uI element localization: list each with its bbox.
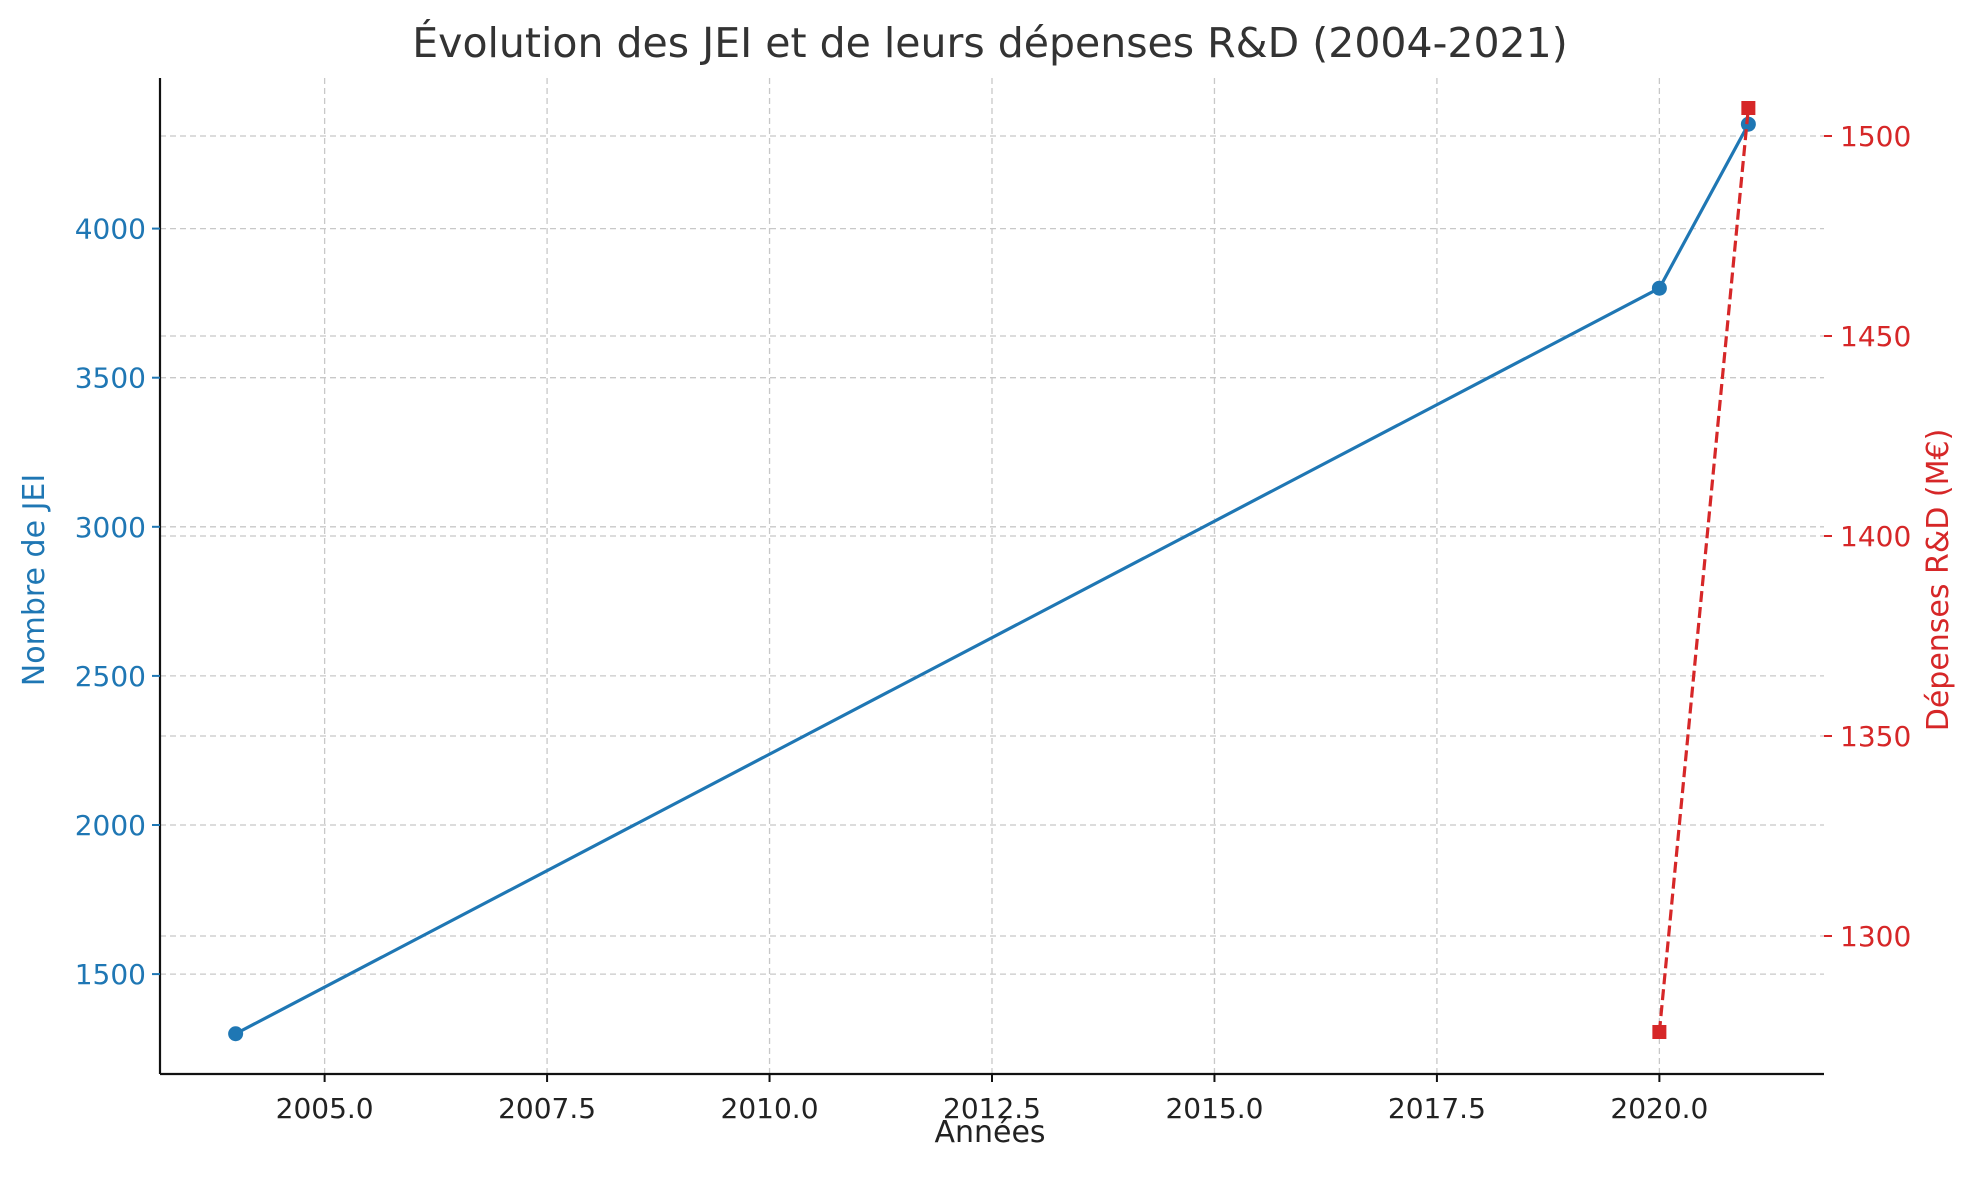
chart-title: Évolution des JEI et de leurs dépenses R… <box>412 19 1567 67</box>
series-1-point <box>1741 101 1756 115</box>
ticks-layer: 2005.0 2007.5 2010.0 2012.5 2015.0 2017.5 2020… <box>75 120 1912 1125</box>
x-tick-label: 2012.5 <box>943 1092 1041 1125</box>
series-layer <box>228 101 1756 1042</box>
axes-layer <box>158 78 1824 1076</box>
x-axis-label: Années <box>934 1115 1045 1150</box>
y-right-tick-label: 1350 <box>1840 720 1911 753</box>
y-right-tick-label: 1450 <box>1840 320 1911 353</box>
y-left-tick-label: 1500 <box>75 958 146 991</box>
x-tick-label: 2020.0 <box>1610 1092 1708 1125</box>
series-0-point <box>1651 280 1667 296</box>
x-tick-label: 2005.0 <box>276 1092 374 1125</box>
y-right-tick-label: 1500 <box>1840 120 1911 153</box>
y-left-tick-label: 4000 <box>75 213 146 246</box>
series-0-point <box>228 1026 244 1042</box>
series-1-point <box>1652 1025 1667 1039</box>
x-tick-label: 2015.0 <box>1165 1092 1263 1125</box>
series-1-line <box>1657 107 1750 1033</box>
y-left-tick-label: 3000 <box>75 511 146 544</box>
y-right-tick-label: 1400 <box>1840 520 1911 553</box>
grid-layer <box>160 78 1824 1074</box>
x-tick-label: 2010.0 <box>721 1092 819 1125</box>
y-left-tick-label: 3500 <box>75 362 146 395</box>
x-tick-label: 2007.5 <box>498 1092 596 1125</box>
x-tick-label: 2017.5 <box>1388 1092 1486 1125</box>
y-left-axis-label: Nombre de JEI <box>17 474 52 686</box>
y-left-tick-label: 2000 <box>75 809 146 842</box>
y-left-tick-label: 2500 <box>75 660 146 693</box>
y-right-tick-label: 1300 <box>1840 920 1911 953</box>
y-right-axis-label: Dépenses R&D (M€) <box>1921 429 1956 732</box>
